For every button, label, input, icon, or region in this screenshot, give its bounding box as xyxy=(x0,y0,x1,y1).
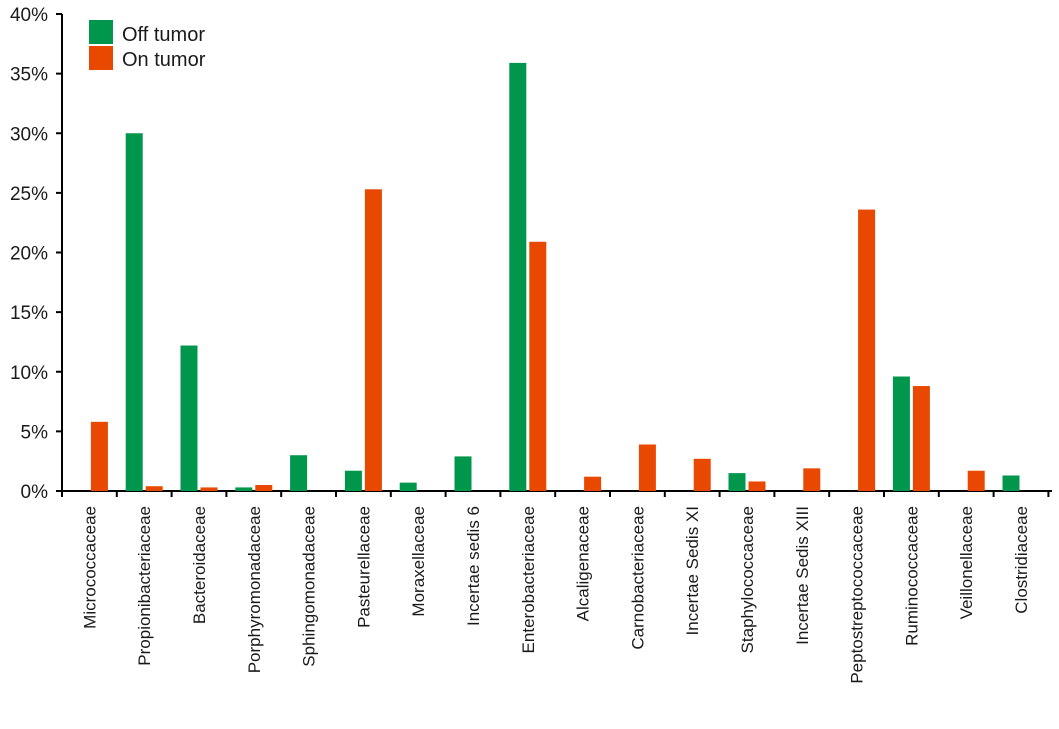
x-tick-label: Sphingomonadaceae xyxy=(300,506,319,667)
bar-on-tumor xyxy=(638,444,656,491)
bar-off-tumor xyxy=(344,470,362,491)
legend-swatch-on-tumor xyxy=(89,46,113,70)
x-tick-label: Pasteurellaceae xyxy=(354,506,373,628)
y-tick-label: 35% xyxy=(10,65,48,86)
bar-off-tumor xyxy=(892,376,910,491)
x-tick-label: Moraxellaceae xyxy=(409,506,428,617)
y-tick-label: 10% xyxy=(10,363,48,384)
bar-on-tumor xyxy=(912,386,930,491)
bar-on-tumor xyxy=(364,189,382,492)
y-tick-label: 0% xyxy=(21,482,49,503)
y-axis: 0% 5% 10% 15% 20% 25% 30% 35% 40% xyxy=(10,5,63,503)
x-tick-label: Porphyromonadaceae xyxy=(245,506,264,673)
x-tick-label: Bacteroidaceae xyxy=(190,506,209,624)
x-tick-label: Micrococcaceae xyxy=(80,506,99,629)
bar-off-tumor xyxy=(454,456,472,491)
y-tick-label: 25% xyxy=(10,184,48,205)
bar-on-tumor xyxy=(858,209,876,491)
x-tick-label: Alcaligenaceae xyxy=(574,506,593,621)
y-tick-label: 20% xyxy=(10,244,48,265)
y-tick-label: 40% xyxy=(10,5,48,26)
bar-on-tumor xyxy=(967,470,985,491)
y-tick-label: 5% xyxy=(21,422,49,443)
x-tick-label: Staphylococcaceae xyxy=(738,506,757,653)
x-axis: Micrococcaceae Propionibacteriaceae Bacter… xyxy=(61,490,1052,684)
legend-label-on-tumor: On tumor xyxy=(122,49,206,71)
x-tick-label: Clostridiaceae xyxy=(1012,506,1031,614)
bar-off-tumor xyxy=(235,487,253,491)
x-tick-label: Ruminococcaceae xyxy=(902,506,921,646)
bar-off-tumor xyxy=(399,482,417,491)
bar-off-tumor xyxy=(728,473,746,491)
bar-off-tumor xyxy=(125,133,143,491)
x-tick-label: Enterobacteriaceae xyxy=(519,506,538,653)
x-tick-label: Incertae sedis 6 xyxy=(464,506,483,626)
x-tick-label: Peptostreptococcaceae xyxy=(848,506,867,684)
x-tick-label: Propionibacteriaceae xyxy=(135,506,154,666)
y-tick-label: 15% xyxy=(10,303,48,324)
x-tick-label: Carnobacteriaceae xyxy=(628,506,647,650)
bar-on-tumor xyxy=(255,485,273,491)
bar-on-tumor xyxy=(529,241,547,491)
legend-swatch-off-tumor xyxy=(89,20,113,44)
bar-off-tumor xyxy=(509,62,527,491)
bar-off-tumor xyxy=(180,345,198,491)
x-tick-label: Incertae Sedis XI xyxy=(683,506,702,635)
x-tick-label: Veillonellaceae xyxy=(957,506,976,619)
x-tick-label: Incertae Sedis XIII xyxy=(793,506,812,645)
y-tick-label: 30% xyxy=(10,124,48,145)
bar-on-tumor xyxy=(584,476,602,491)
bar-on-tumor xyxy=(90,421,108,491)
bar-on-tumor xyxy=(693,458,711,491)
legend: Off tumor On tumor xyxy=(89,20,206,71)
bar-on-tumor xyxy=(145,486,163,491)
bar-on-tumor xyxy=(748,481,766,491)
bar-off-tumor xyxy=(1002,475,1020,491)
legend-label-off-tumor: Off tumor xyxy=(122,24,205,46)
bar-off-tumor xyxy=(290,455,308,491)
bar-on-tumor xyxy=(200,487,218,491)
bars xyxy=(90,62,1020,492)
bar-on-tumor xyxy=(803,468,821,491)
